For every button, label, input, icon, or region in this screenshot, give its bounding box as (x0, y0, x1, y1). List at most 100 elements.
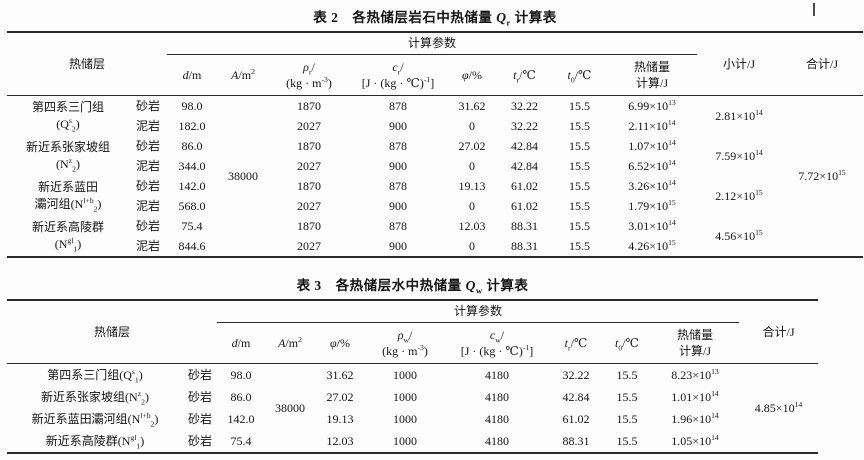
param-value: 19.13 (326, 411, 354, 426)
param-column-header: φ/% (330, 336, 350, 350)
depth-value: 844.6 (178, 238, 206, 253)
param-column-header: t0/℃ (615, 336, 639, 353)
param-value: 2027 (297, 118, 322, 133)
param-column-header: t0/℃ (567, 68, 592, 85)
param-value: 2027 (297, 238, 322, 253)
param-value: 15.5 (616, 389, 638, 404)
table-row: 新近系高陵群(Ngl1) 砂岩 75.4 12.03 1000 4180 88.31 15.5… (7, 430, 818, 453)
param-value: 2027 (297, 158, 322, 173)
param-value: 42.84 (511, 158, 539, 173)
param-value: 1000 (393, 389, 418, 404)
param-value: 15.5 (569, 98, 591, 113)
depth-value: 98.0 (230, 367, 252, 382)
params-group-header: 计算参数 (217, 300, 740, 323)
param-value: 878 (389, 218, 408, 233)
lithology: 砂岩 (188, 411, 213, 426)
total-column-header: 合计/J (762, 324, 795, 339)
params-group-header: 计算参数 (167, 32, 698, 55)
param-value: 61.02 (511, 198, 539, 213)
table-row: 新近系高陵群 (Ngl1) 砂岩 75.4 1870 878 12.03 88.31 15.5 3… (7, 216, 863, 253)
param-value: 3.26×1014 (628, 177, 676, 193)
page-edge-mark (813, 3, 815, 16)
reservoir-name: 新近系蓝田灞河组(Nl+b2) (34, 180, 102, 214)
lithology: 泥岩 (136, 158, 161, 173)
param-value: 1870 (297, 178, 322, 193)
depth-value: 142.0 (227, 411, 255, 426)
table2: 热储层 计算参数 小计/J 合计/J d/m A/m2 ρr/(kg · m-3) cr/[J… (7, 31, 864, 258)
param-value: 32.22 (511, 98, 539, 113)
param-value: 6.99×1013 (628, 97, 676, 113)
param-value: 1000 (393, 433, 418, 448)
depth-value: 75.4 (230, 433, 252, 448)
param-column-header: 热储量 计算/J (634, 60, 671, 90)
table-row: 第四系三门组 (Qs2) 砂岩 98.0 38000 1870 878 31.62 32.22 1… (7, 96, 863, 182)
param-value: 32.22 (511, 118, 539, 133)
param-value: 4180 (485, 389, 510, 404)
param-column-header: φ/% (462, 68, 482, 82)
subtotal-value: 2.81×1014 (715, 107, 763, 123)
lithology: 砂岩 (136, 178, 161, 193)
table-row: 泥岩 344.0 2027 900 0 42.84 15.5 6.52×1014 (7, 156, 863, 176)
page: { "page": { "edge_mark": "page-scan-edge… (0, 3, 864, 460)
param-value: 27.02 (458, 138, 486, 153)
param-value: 42.84 (511, 138, 539, 153)
param-value: 31.62 (326, 367, 354, 382)
param-value: 1.07×1014 (628, 137, 676, 153)
table-row: 第四系三门组(Qs1) 砂岩 98.0 38000 31.62 1000 4180 32.22… (7, 364, 818, 414)
table2-section: 表 2 各热储层岩石中热储量 Qr 计算表 热储层 计算参数 小计/J 合计/J d/m… (7, 3, 864, 258)
reservoir-name: 新近系蓝田灞河组(Nl+b2) (31, 410, 159, 428)
area-value: 38000 (275, 400, 306, 415)
param-column-header: ρr/(kg · m-3) (286, 60, 332, 90)
param-column-header: tr/℃ (513, 68, 536, 85)
reservoir-name: 第四系三门组(Qs1) (47, 366, 143, 384)
total-value: 4.85×1014 (754, 399, 803, 415)
param-value: 1.96×1014 (671, 410, 719, 426)
param-column-header: cr/[J · (kg · ℃)-1] (361, 60, 435, 90)
param-value: 15.5 (569, 178, 591, 193)
depth-value: 98.0 (181, 98, 203, 113)
param-value: 4180 (485, 433, 510, 448)
param-value: 42.84 (562, 389, 590, 404)
table3-caption: 表 3 各热储层水中热储量 Qw 计算表 (296, 278, 529, 296)
lithology: 砂岩 (188, 433, 213, 448)
param-value: 0 (469, 238, 476, 253)
param-value: 61.02 (562, 411, 590, 426)
param-value: 0 (469, 198, 476, 213)
param-value: 15.5 (569, 238, 591, 253)
param-value: 15.5 (616, 433, 638, 448)
reservoir-name: 新近系高陵群(Ngl1) (45, 432, 145, 450)
param-value: 900 (389, 198, 408, 213)
reservoir-name: 新近系张家坡组(Nz2) (41, 388, 149, 406)
total-column-header: 合计/J (806, 56, 839, 71)
param-value: 900 (389, 118, 408, 133)
param-value: 15.5 (569, 218, 591, 233)
param-value: 88.31 (511, 238, 539, 253)
param-value: 2.11×1014 (628, 117, 676, 133)
lithology: 泥岩 (136, 238, 161, 253)
param-value: 15.5 (616, 367, 638, 382)
lithology: 砂岩 (188, 389, 213, 404)
param-value: 1870 (297, 98, 322, 113)
table-row: 新近系蓝田灞河组(Nl+b2) 砂岩 142.0 19.13 1000 4180 61.02… (7, 408, 818, 430)
param-column-header: A/m2 (231, 67, 255, 82)
param-value: 1000 (393, 367, 418, 382)
table3: 热储层 计算参数 合计/J d/m A/m2 φ/% ρw/(kg · m-3) cw/[J … (7, 299, 819, 454)
subtotal-value: 7.59×1014 (715, 147, 763, 163)
param-value: 1000 (393, 411, 418, 426)
param-value: 12.03 (326, 433, 354, 448)
param-value: 15.5 (569, 138, 591, 153)
param-value: 1870 (297, 218, 322, 233)
param-value: 1.05×1014 (671, 432, 719, 448)
subtotal-value: 4.56×1015 (715, 227, 763, 243)
depth-value: 182.0 (178, 118, 206, 133)
reservoir-column-header: 热储层 (94, 324, 131, 339)
param-value: 878 (389, 138, 408, 153)
table2-caption: 表 2 各热储层岩石中热储量 Qr 计算表 (313, 10, 557, 28)
param-value: 900 (389, 158, 408, 173)
param-value: 1870 (297, 138, 322, 153)
subtotal-column-header: 小计/J (723, 56, 756, 71)
param-value: 878 (389, 98, 408, 113)
param-value: 900 (389, 238, 408, 253)
param-value: 4180 (485, 411, 510, 426)
reservoir-name: 第四系三门组 (Qs2) (31, 100, 104, 134)
